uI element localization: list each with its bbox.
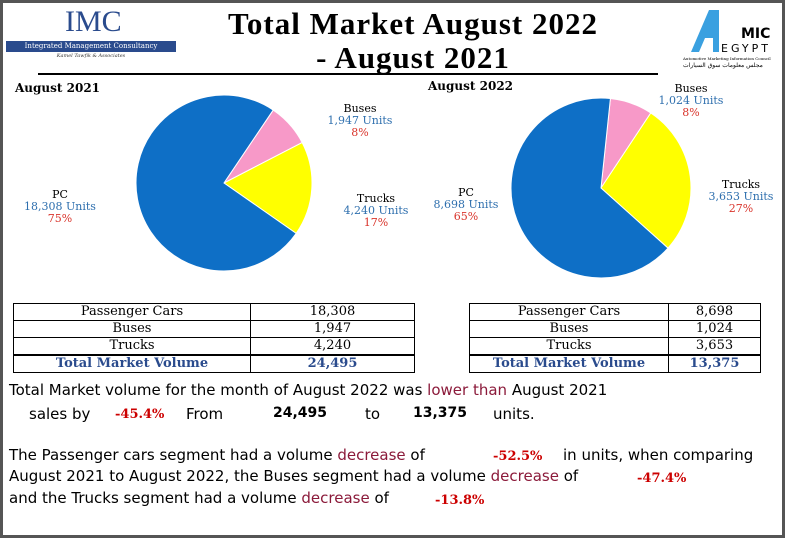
imc-logo: IMC xyxy=(65,5,122,38)
pie-slice-pc-2022 xyxy=(510,97,669,279)
label-buses-2021: Buses 1,947 Units 8% xyxy=(327,102,393,139)
segment-line-1: The Passenger cars segment had a volume … xyxy=(9,446,425,464)
table-2022: Passenger Cars 8,698 Buses 1,024 Trucks 3,6… xyxy=(469,303,761,373)
chart-title-2022: August 2022 xyxy=(428,79,514,93)
pie-slice-trucks-2022 xyxy=(600,112,692,249)
table-total-row: Total Market Volume 13,375 xyxy=(469,354,761,373)
amic-sub: Automotive Marketing Information Council xyxy=(682,56,771,61)
label-trucks-2021: Trucks 4,240 Units 17% xyxy=(343,192,409,229)
title-line-1: Total Market August 2022 xyxy=(228,6,598,41)
title-line-2: - August 2021 xyxy=(316,40,510,75)
label-pc-2021: PC 18,308 Units 75% xyxy=(24,188,96,225)
segment-line-1-end: in units, when comparing xyxy=(563,446,754,464)
label-trucks-2022: Trucks 3,653 Units 27% xyxy=(708,178,774,215)
from-label: From xyxy=(186,405,224,423)
amic-logo: MIC EGYPT Automotive Marketing Informati… xyxy=(682,10,771,69)
table-total-row: Total Market Volume 24,495 xyxy=(13,354,415,373)
label-buses-2022: Buses 1,024 Units 8% xyxy=(658,82,724,119)
pie-slice-trucks-2021 xyxy=(223,141,313,235)
table-2021: Passenger Cars 18,308 Buses 1,947 Trucks 4,… xyxy=(13,303,415,373)
slide: IMC Integrated Management Consultancy Ka… xyxy=(3,3,782,535)
segment-line-3: and the Trucks segment had a volume decr… xyxy=(9,489,389,507)
amic-text: MIC xyxy=(741,26,770,42)
total-change: -45.4% xyxy=(115,407,165,422)
imc-subtitle: Kamel Tawfik & Associates xyxy=(56,53,126,59)
egypt-text: EGYPT xyxy=(721,42,771,55)
label-pc-2022: PC 8,698 Units 65% xyxy=(433,186,499,223)
title-underline xyxy=(38,73,658,75)
trucks-change: -13.8% xyxy=(435,493,485,508)
page-title: Total Market August 2022- August 2021 xyxy=(183,7,643,75)
units-label: units. xyxy=(493,405,535,423)
pie-slice-pc-2021 xyxy=(135,94,297,272)
from-value: 24,495 xyxy=(273,405,328,421)
to-label: to xyxy=(365,405,381,423)
table-row: Buses 1,024 xyxy=(469,320,761,338)
buses-change: -47.4% xyxy=(637,471,687,486)
pc-change: -52.5% xyxy=(493,449,543,464)
table-row: Trucks 4,240 xyxy=(13,337,415,356)
imc-name: Integrated Management Consultancy xyxy=(6,41,176,52)
amic-arabic: مجلس معلومات سوق السيارات xyxy=(683,62,763,69)
summary-line-2: sales by xyxy=(29,405,91,423)
table-row: Buses 1,947 xyxy=(13,320,415,338)
table-row: Trucks 3,653 xyxy=(469,337,761,356)
table-row: Passenger Cars 18,308 xyxy=(13,303,415,321)
pie-charts xyxy=(135,94,692,279)
summary-line-1: Total Market volume for the month of Aug… xyxy=(9,381,608,399)
segment-line-2: August 2021 to August 2022, the Buses se… xyxy=(9,467,579,485)
table-row: Passenger Cars 8,698 xyxy=(469,303,761,321)
chart-title-2021: August 2021 xyxy=(15,81,101,95)
to-value: 13,375 xyxy=(413,405,468,421)
